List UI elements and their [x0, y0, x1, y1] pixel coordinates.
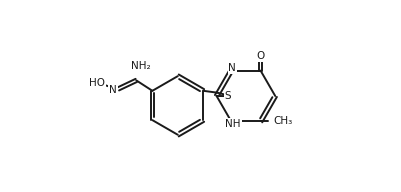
- Text: N: N: [228, 63, 236, 73]
- Text: NH: NH: [225, 119, 241, 129]
- Text: S: S: [225, 90, 231, 101]
- Text: CH₃: CH₃: [273, 116, 292, 126]
- Text: N: N: [109, 85, 117, 95]
- Text: NH₂: NH₂: [131, 60, 151, 70]
- Text: O: O: [257, 51, 265, 61]
- Text: HO: HO: [89, 78, 105, 88]
